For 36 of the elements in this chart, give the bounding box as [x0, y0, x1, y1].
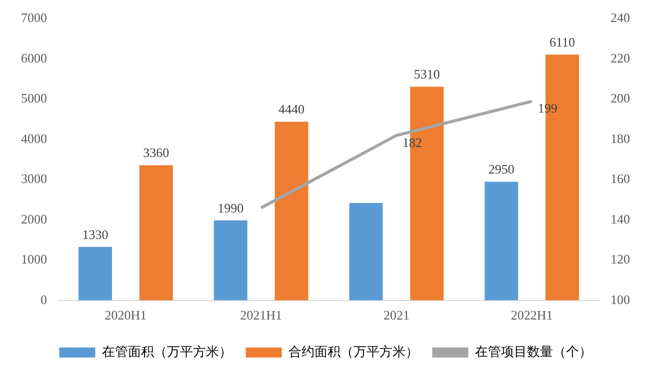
y2-tick-label: 240 — [610, 10, 630, 26]
y2-tick-label: 160 — [610, 171, 630, 186]
y-tick-label: 3000 — [21, 171, 47, 186]
y2-tick-label: 200 — [610, 90, 630, 106]
data-label: 3360 — [143, 145, 170, 160]
y-tick-label: 5000 — [21, 90, 47, 106]
x-tick-label: 2022H1 — [510, 308, 553, 323]
y2-tick-label: 220 — [610, 50, 630, 66]
bar — [274, 122, 308, 300]
legend-label: 合约面积（万平方米） — [288, 344, 418, 359]
y-tick-label: 4000 — [21, 130, 47, 146]
bar — [349, 203, 383, 300]
y-tick-label: 7000 — [21, 10, 47, 26]
x-tick-label: 2020H1 — [104, 308, 147, 323]
data-label: 6110 — [550, 34, 576, 50]
data-label: 1990 — [218, 200, 244, 216]
y2-tick-label: 140 — [610, 211, 630, 226]
y-tick-label: 2000 — [21, 211, 47, 226]
y2-tick-label: 100 — [610, 292, 630, 307]
bar — [139, 165, 173, 300]
data-label: 2950 — [488, 162, 514, 177]
bar — [214, 220, 248, 300]
y2-tick-label: 120 — [610, 252, 630, 267]
data-label: 4440 — [278, 102, 305, 117]
bar — [484, 182, 518, 300]
data-label: 1330 — [82, 226, 108, 242]
x-tick-label: 2021H1 — [240, 308, 282, 323]
legend-label: 在管项目数量（个） — [474, 344, 592, 359]
y-tick-label: 1000 — [21, 252, 47, 267]
x-tick-label: 2021 — [383, 308, 410, 323]
bar — [78, 246, 112, 300]
y-tick-label: 6000 — [21, 50, 47, 66]
y2-tick-label: 180 — [610, 130, 630, 146]
legend-label: 在管面积（万平方米） — [102, 344, 232, 359]
data-label: 5310 — [414, 66, 440, 82]
y-tick-label: 0 — [40, 292, 47, 307]
